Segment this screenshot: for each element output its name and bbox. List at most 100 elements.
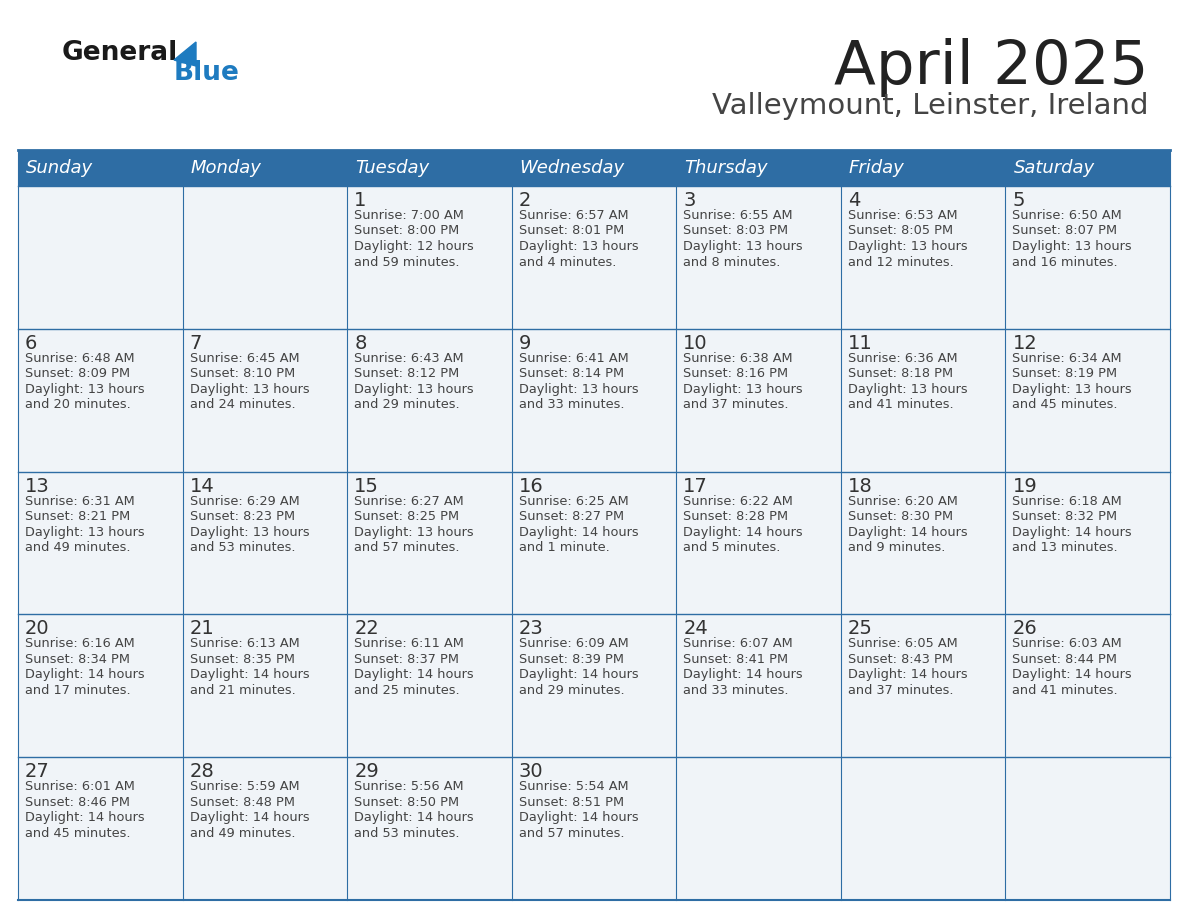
Bar bbox=[18, 150, 183, 186]
Text: Sunset: 8:37 PM: Sunset: 8:37 PM bbox=[354, 653, 459, 666]
Bar bbox=[18, 757, 183, 900]
Bar bbox=[512, 757, 676, 900]
Bar bbox=[676, 472, 841, 614]
Bar bbox=[183, 757, 347, 900]
Text: 26: 26 bbox=[1012, 620, 1037, 638]
Text: Daylight: 13 hours: Daylight: 13 hours bbox=[25, 526, 145, 539]
Text: Monday: Monday bbox=[190, 159, 261, 177]
Text: Sunrise: 6:48 AM: Sunrise: 6:48 AM bbox=[25, 352, 134, 364]
Text: Daylight: 13 hours: Daylight: 13 hours bbox=[190, 383, 309, 396]
Text: and 57 minutes.: and 57 minutes. bbox=[519, 827, 624, 840]
Bar bbox=[18, 329, 183, 472]
Bar bbox=[183, 186, 347, 329]
Text: Sunset: 8:34 PM: Sunset: 8:34 PM bbox=[25, 653, 129, 666]
Text: Sunrise: 6:05 AM: Sunrise: 6:05 AM bbox=[848, 637, 958, 650]
Bar bbox=[18, 186, 183, 329]
Text: Daylight: 13 hours: Daylight: 13 hours bbox=[683, 383, 803, 396]
Text: Sunset: 8:03 PM: Sunset: 8:03 PM bbox=[683, 225, 789, 238]
Text: 27: 27 bbox=[25, 762, 50, 781]
Text: and 49 minutes.: and 49 minutes. bbox=[25, 541, 131, 554]
Text: Sunrise: 6:20 AM: Sunrise: 6:20 AM bbox=[848, 495, 958, 508]
Bar bbox=[512, 614, 676, 757]
Bar bbox=[841, 329, 1005, 472]
Text: Sunrise: 6:36 AM: Sunrise: 6:36 AM bbox=[848, 352, 958, 364]
Text: Sunrise: 6:16 AM: Sunrise: 6:16 AM bbox=[25, 637, 134, 650]
Text: 6: 6 bbox=[25, 334, 37, 353]
Bar bbox=[676, 614, 841, 757]
Text: Blue: Blue bbox=[173, 60, 240, 86]
Text: and 53 minutes.: and 53 minutes. bbox=[190, 541, 295, 554]
Text: 3: 3 bbox=[683, 191, 696, 210]
Text: Sunrise: 6:53 AM: Sunrise: 6:53 AM bbox=[848, 209, 958, 222]
Text: Daylight: 12 hours: Daylight: 12 hours bbox=[354, 240, 474, 253]
Bar bbox=[676, 186, 841, 329]
Text: Thursday: Thursday bbox=[684, 159, 767, 177]
Text: Daylight: 14 hours: Daylight: 14 hours bbox=[354, 668, 474, 681]
Bar bbox=[1005, 757, 1170, 900]
Text: and 20 minutes.: and 20 minutes. bbox=[25, 398, 131, 411]
Text: Sunrise: 5:59 AM: Sunrise: 5:59 AM bbox=[190, 780, 299, 793]
Text: Daylight: 14 hours: Daylight: 14 hours bbox=[1012, 526, 1132, 539]
Text: Daylight: 13 hours: Daylight: 13 hours bbox=[848, 383, 967, 396]
Text: 22: 22 bbox=[354, 620, 379, 638]
Text: and 59 minutes.: and 59 minutes. bbox=[354, 255, 460, 268]
Text: and 29 minutes.: and 29 minutes. bbox=[354, 398, 460, 411]
Text: and 33 minutes.: and 33 minutes. bbox=[683, 684, 789, 697]
Text: and 53 minutes.: and 53 minutes. bbox=[354, 827, 460, 840]
Text: Sunrise: 6:18 AM: Sunrise: 6:18 AM bbox=[1012, 495, 1123, 508]
Text: Daylight: 14 hours: Daylight: 14 hours bbox=[190, 668, 309, 681]
Text: Sunrise: 5:54 AM: Sunrise: 5:54 AM bbox=[519, 780, 628, 793]
Text: Sunset: 8:10 PM: Sunset: 8:10 PM bbox=[190, 367, 295, 380]
Text: Sunrise: 6:43 AM: Sunrise: 6:43 AM bbox=[354, 352, 463, 364]
Bar bbox=[841, 186, 1005, 329]
Text: Sunrise: 5:56 AM: Sunrise: 5:56 AM bbox=[354, 780, 463, 793]
Text: 19: 19 bbox=[1012, 476, 1037, 496]
Text: 20: 20 bbox=[25, 620, 50, 638]
Text: Sunset: 8:01 PM: Sunset: 8:01 PM bbox=[519, 225, 624, 238]
Text: Sunrise: 6:41 AM: Sunrise: 6:41 AM bbox=[519, 352, 628, 364]
Text: 10: 10 bbox=[683, 334, 708, 353]
Text: 8: 8 bbox=[354, 334, 367, 353]
Text: Daylight: 13 hours: Daylight: 13 hours bbox=[519, 383, 638, 396]
Text: Friday: Friday bbox=[849, 159, 904, 177]
Text: Sunrise: 6:31 AM: Sunrise: 6:31 AM bbox=[25, 495, 134, 508]
Text: Daylight: 14 hours: Daylight: 14 hours bbox=[25, 812, 145, 824]
Bar bbox=[676, 329, 841, 472]
Text: Sunset: 8:09 PM: Sunset: 8:09 PM bbox=[25, 367, 131, 380]
Text: and 13 minutes.: and 13 minutes. bbox=[1012, 541, 1118, 554]
Text: Sunset: 8:25 PM: Sunset: 8:25 PM bbox=[354, 510, 460, 523]
Text: Sunrise: 6:50 AM: Sunrise: 6:50 AM bbox=[1012, 209, 1123, 222]
Bar bbox=[183, 472, 347, 614]
Text: Daylight: 13 hours: Daylight: 13 hours bbox=[848, 240, 967, 253]
Text: Sunset: 8:39 PM: Sunset: 8:39 PM bbox=[519, 653, 624, 666]
Text: 29: 29 bbox=[354, 762, 379, 781]
Text: 5: 5 bbox=[1012, 191, 1025, 210]
Text: Sunset: 8:05 PM: Sunset: 8:05 PM bbox=[848, 225, 953, 238]
Bar bbox=[841, 150, 1005, 186]
Text: 11: 11 bbox=[848, 334, 873, 353]
Text: and 1 minute.: and 1 minute. bbox=[519, 541, 609, 554]
Text: and 45 minutes.: and 45 minutes. bbox=[25, 827, 131, 840]
Bar bbox=[347, 150, 512, 186]
Text: 30: 30 bbox=[519, 762, 543, 781]
Text: and 8 minutes.: and 8 minutes. bbox=[683, 255, 781, 268]
Bar bbox=[841, 757, 1005, 900]
Text: and 21 minutes.: and 21 minutes. bbox=[190, 684, 296, 697]
Text: and 5 minutes.: and 5 minutes. bbox=[683, 541, 781, 554]
Text: and 12 minutes.: and 12 minutes. bbox=[848, 255, 954, 268]
Text: Daylight: 14 hours: Daylight: 14 hours bbox=[683, 526, 803, 539]
Bar bbox=[841, 614, 1005, 757]
Text: Sunrise: 6:25 AM: Sunrise: 6:25 AM bbox=[519, 495, 628, 508]
Bar bbox=[512, 186, 676, 329]
Text: Sunset: 8:51 PM: Sunset: 8:51 PM bbox=[519, 796, 624, 809]
Text: Sunset: 8:32 PM: Sunset: 8:32 PM bbox=[1012, 510, 1118, 523]
Bar bbox=[347, 329, 512, 472]
Text: Sunset: 8:21 PM: Sunset: 8:21 PM bbox=[25, 510, 131, 523]
Text: Daylight: 14 hours: Daylight: 14 hours bbox=[354, 812, 474, 824]
Text: General: General bbox=[62, 40, 178, 66]
Text: Sunset: 8:18 PM: Sunset: 8:18 PM bbox=[848, 367, 953, 380]
Text: and 41 minutes.: and 41 minutes. bbox=[848, 398, 954, 411]
Text: Sunset: 8:16 PM: Sunset: 8:16 PM bbox=[683, 367, 789, 380]
Text: Sunrise: 6:29 AM: Sunrise: 6:29 AM bbox=[190, 495, 299, 508]
Text: and 57 minutes.: and 57 minutes. bbox=[354, 541, 460, 554]
